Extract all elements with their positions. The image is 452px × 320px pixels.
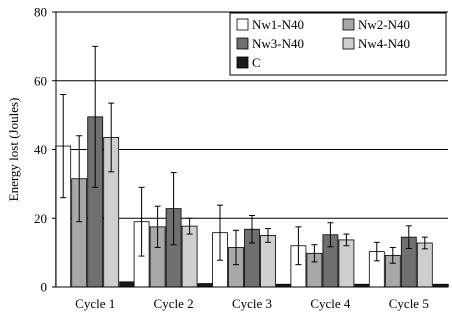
error-bar bbox=[154, 205, 161, 248]
error-bar bbox=[373, 241, 380, 262]
legend-item: Nw2-N40 bbox=[342, 17, 410, 32]
legend-box bbox=[229, 12, 447, 76]
y-tick-label: 0 bbox=[41, 280, 48, 295]
error-bar bbox=[108, 102, 115, 173]
error-bar bbox=[405, 225, 412, 249]
y-tick-label: 80 bbox=[34, 5, 47, 20]
legend-label: Nw2-N40 bbox=[358, 17, 410, 32]
error-bar bbox=[311, 244, 318, 263]
legend: Nw1-N40 Nw2-N40 Nw3-N40 Nw4-N40 C bbox=[229, 12, 447, 76]
y-tick-label: 20 bbox=[34, 211, 47, 226]
bar-c-cycle-2 bbox=[197, 283, 214, 288]
error-bar bbox=[76, 135, 83, 223]
error-bar bbox=[233, 229, 239, 266]
error-bar bbox=[389, 246, 396, 264]
legend-swatch bbox=[342, 18, 355, 31]
x-category-label: Cycle 3 bbox=[232, 296, 272, 311]
legend-label: Nw3-N40 bbox=[252, 36, 304, 51]
y-tick-label: 40 bbox=[34, 142, 47, 157]
y-ticks: 0 20 40 60 80 bbox=[34, 5, 56, 295]
bar-nw4-n40-cycle-2 bbox=[181, 225, 198, 288]
legend-swatch bbox=[236, 56, 249, 69]
error-bar bbox=[170, 172, 177, 246]
error-bars bbox=[60, 45, 428, 266]
legend-item: Nw1-N40 bbox=[236, 17, 304, 32]
error-bar bbox=[265, 228, 271, 243]
x-category-label: Cycle 4 bbox=[310, 296, 351, 311]
x-category-label: Cycle 5 bbox=[389, 296, 429, 311]
x-category-label: Cycle 2 bbox=[154, 296, 194, 311]
x-category-label: Cycle 1 bbox=[75, 296, 115, 311]
x-categories: Cycle 1 Cycle 2 Cycle 3 Cycle 4 Cycle 5 bbox=[75, 296, 429, 311]
legend-label: C bbox=[252, 55, 261, 70]
bar-nw4-n40-cycle-5 bbox=[416, 242, 433, 288]
error-bar bbox=[343, 233, 350, 247]
bar-nw4-n40-cycle-4 bbox=[338, 239, 355, 288]
legend-item: C bbox=[236, 55, 261, 70]
y-tick-label: 60 bbox=[34, 73, 47, 88]
legend-label: Nw4-N40 bbox=[358, 36, 410, 51]
bar-c-cycle-1 bbox=[119, 281, 136, 288]
legend-item: Nw4-N40 bbox=[342, 36, 410, 51]
bar-nw4-n40-cycle-3 bbox=[260, 235, 276, 288]
legend-swatch bbox=[236, 37, 249, 50]
legend-item: Nw3-N40 bbox=[236, 36, 304, 51]
error-bar bbox=[60, 94, 67, 199]
error-bar bbox=[295, 226, 302, 266]
legend-swatch bbox=[342, 37, 355, 50]
error-bar bbox=[92, 45, 99, 188]
error-bar bbox=[249, 215, 255, 244]
error-bar bbox=[138, 186, 145, 257]
legend-label: Nw1-N40 bbox=[252, 17, 304, 32]
error-bar bbox=[217, 204, 223, 261]
y-axis-label: Energy lost (Joules) bbox=[6, 98, 21, 202]
legend-swatch bbox=[236, 18, 249, 31]
bars bbox=[55, 116, 449, 288]
error-bar bbox=[421, 236, 428, 250]
error-bar bbox=[327, 222, 334, 248]
error-bar bbox=[186, 217, 193, 235]
